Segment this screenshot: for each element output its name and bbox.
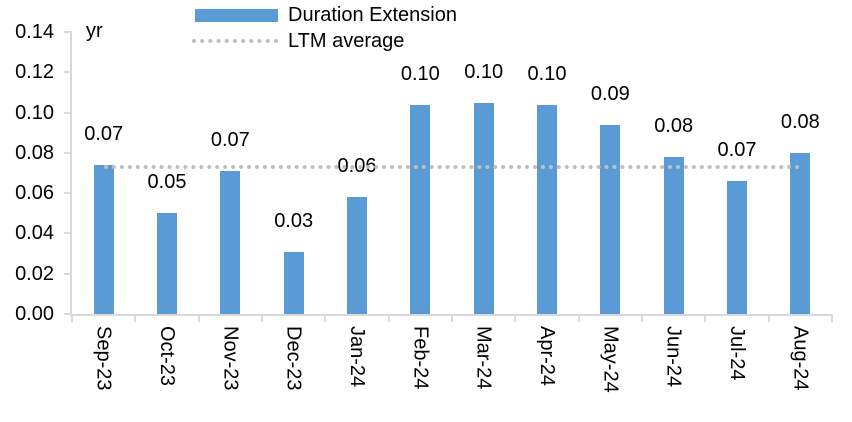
data-label-May-24: 0.09	[590, 82, 630, 105]
x-tick-mark	[704, 314, 707, 322]
data-label-Jun-24: 0.08	[654, 114, 694, 137]
y-tick-mark	[64, 192, 72, 195]
x-axis-label-Jan-24: Jan-24	[346, 326, 368, 388]
bar-Mar-24	[473, 102, 494, 314]
bar-Jul-24	[727, 181, 747, 314]
x-axis-label-Sep-23: Sep-23	[92, 326, 115, 391]
x-axis-label-Mar-24: Mar-24	[472, 326, 495, 390]
y-tick-mark	[64, 313, 72, 315]
bar-Apr-24	[537, 104, 557, 314]
ltm-average-line	[103, 164, 801, 169]
y-tick-mark	[64, 272, 72, 275]
x-axis-label-May-24: May-24	[599, 326, 622, 393]
bar-Jan-24	[347, 197, 367, 314]
y-axis-tick-label: 0.04	[15, 222, 54, 245]
data-label-Dec-23: 0.03	[274, 209, 314, 232]
bar-Aug-24	[790, 152, 811, 314]
bar-Nov-23	[220, 170, 241, 314]
x-tick-mark	[324, 314, 327, 322]
y-axis-unit-label: yr	[86, 20, 103, 42]
legend-item-ltm-average: LTM average	[192, 30, 404, 52]
y-tick-mark	[64, 71, 72, 74]
data-label-Apr-24: 0.10	[527, 62, 567, 85]
bar-May-24	[600, 124, 621, 314]
x-tick-mark	[514, 314, 517, 322]
x-tick-mark	[641, 314, 643, 322]
y-axis-tick-label: 0.14	[15, 21, 54, 43]
legend-dotted-line-swatch-icon	[192, 39, 278, 43]
x-axis-label-Feb-24: Feb-24	[409, 326, 432, 390]
bar-Dec-23	[283, 251, 304, 314]
y-axis-line	[70, 32, 72, 314]
data-label-Sep-23: 0.07	[84, 122, 124, 145]
y-axis-tick-label: 0.00	[15, 303, 54, 325]
data-label-Oct-23: 0.05	[147, 171, 187, 194]
y-axis-tick-label: 0.10	[15, 101, 54, 124]
data-label-Feb-24: 0.10	[400, 62, 440, 85]
x-tick-mark	[197, 314, 200, 322]
x-tick-mark	[451, 314, 453, 322]
x-axis-label-Jun-24: Jun-24	[662, 326, 685, 388]
x-tick-mark	[387, 314, 390, 322]
x-tick-mark	[71, 314, 73, 322]
y-tick-mark	[64, 151, 72, 154]
y-tick-mark	[64, 232, 72, 235]
y-tick-mark	[64, 111, 72, 114]
data-label-Nov-23: 0.07	[210, 128, 250, 151]
bar-Feb-24	[410, 104, 431, 314]
bar-Oct-23	[157, 213, 177, 314]
x-axis-label-Oct-23: Oct-23	[156, 326, 178, 387]
legend-bar-swatch-icon	[195, 8, 278, 22]
x-axis-label-Apr-24: Apr-24	[536, 326, 558, 387]
data-label-Jul-24: 0.07	[717, 139, 757, 162]
bar-Sep-23	[93, 164, 114, 314]
x-tick-mark	[261, 314, 263, 322]
data-label-Mar-24: 0.10	[464, 60, 504, 83]
x-axis-label-Aug-24: Aug-24	[789, 326, 812, 391]
bar-Jun-24	[663, 156, 684, 314]
x-axis-label-Jul-24: Jul-24	[726, 326, 748, 381]
y-tick-mark	[64, 31, 72, 33]
legend-item-duration-extension: Duration Extension	[195, 4, 457, 26]
x-tick-mark	[577, 314, 580, 322]
x-tick-mark	[134, 314, 137, 322]
y-axis-tick-label: 0.02	[15, 262, 54, 285]
x-tick-mark	[831, 314, 833, 322]
y-axis-tick-label: 0.06	[15, 182, 54, 205]
legend-label-ltm-average: LTM average	[288, 30, 405, 52]
x-axis-label-Nov-23: Nov-23	[219, 326, 242, 391]
data-label-Aug-24: 0.08	[780, 110, 820, 133]
y-axis-tick-label: 0.08	[15, 141, 54, 164]
x-tick-mark	[767, 314, 770, 322]
x-axis-label-Dec-23: Dec-23	[282, 326, 305, 391]
y-axis-tick-label: 0.12	[15, 61, 54, 84]
legend-label-duration-extension: Duration Extension	[288, 4, 457, 26]
